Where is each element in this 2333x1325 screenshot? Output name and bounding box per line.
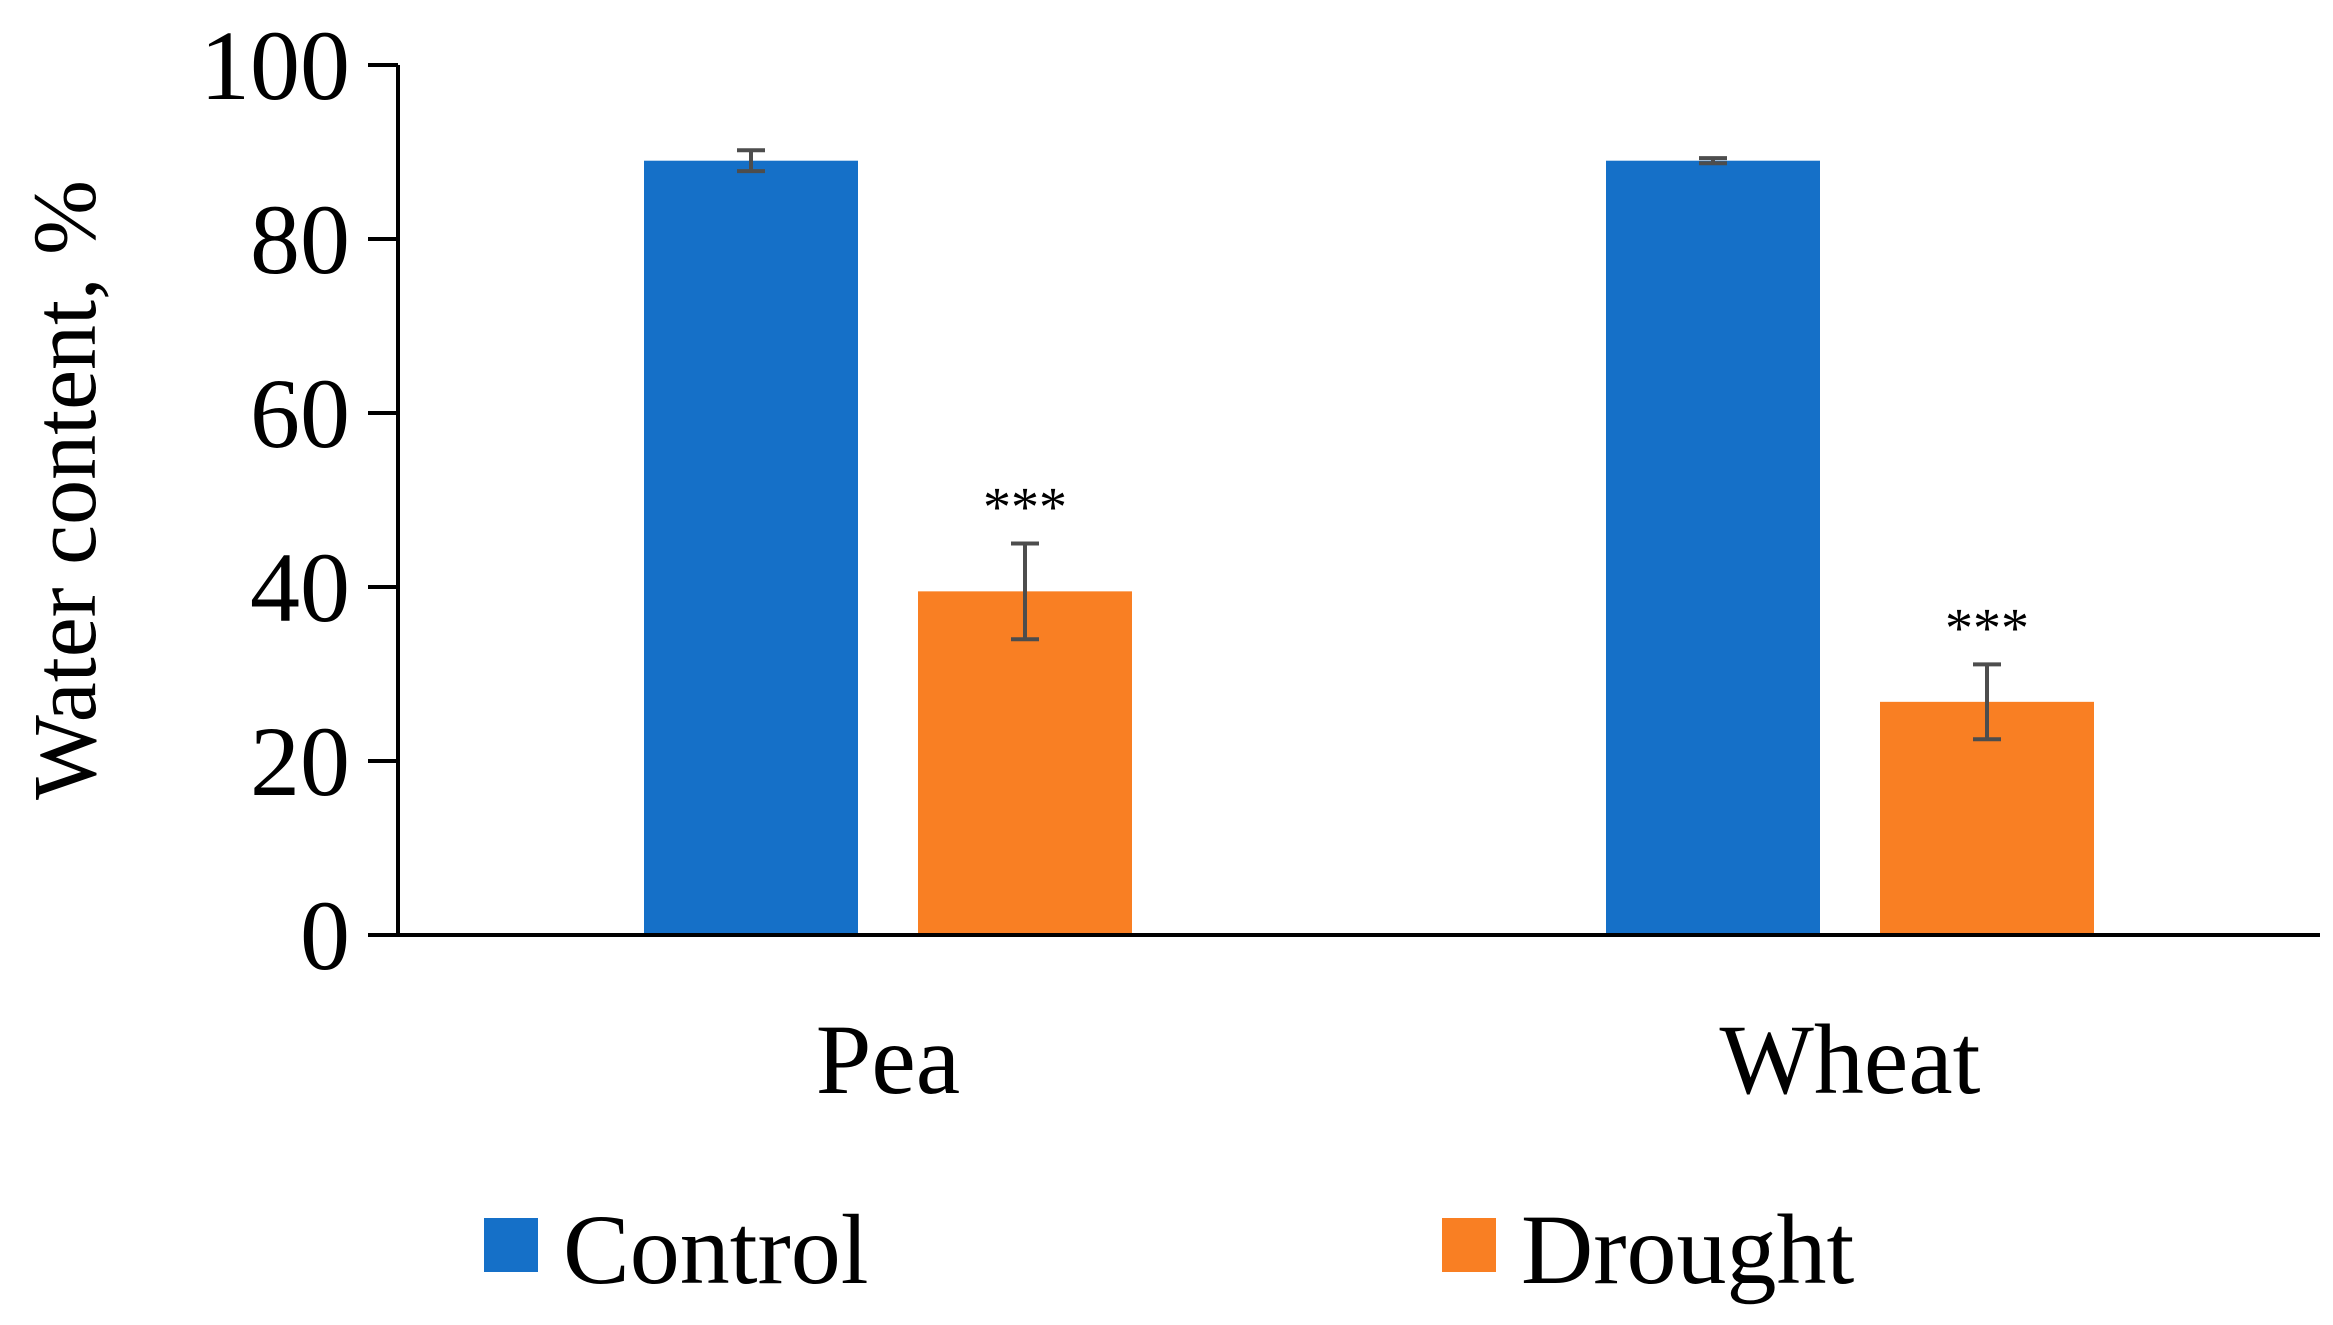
error-bar-drought-pea [1011,541,1039,642]
y-tick-label: 20 [250,706,350,817]
bar-control-pea [644,160,858,935]
error-bars [737,148,2001,742]
legend-label-control: Control [563,1194,869,1305]
x-category-label: Wheat [1720,1004,1981,1115]
legend: Control Drought [484,1194,1855,1305]
x-category-label: Pea [816,1004,960,1115]
legend-swatch-control [484,1218,538,1272]
y-tick-label: 40 [250,532,350,643]
error-bar-control-wheat [1699,156,1727,166]
y-tick-label: 80 [250,184,350,295]
significance-annotations: *** *** [983,477,2029,660]
x-axis: Pea Wheat [398,933,2320,1115]
y-tick-label: 100 [200,10,350,121]
y-axis: 0 20 40 60 80 100 Water content, % [16,10,400,991]
bar-control-wheat [1606,160,1820,935]
y-tick-label: 0 [300,880,350,991]
bars [644,160,2094,935]
legend-label-drought: Drought [1521,1194,1855,1305]
significance-label: *** [1945,597,2029,659]
error-bar-drought-wheat [1973,662,2001,742]
significance-label: *** [983,477,1067,539]
bar-drought-pea [918,591,1132,935]
legend-swatch-drought [1442,1218,1496,1272]
y-tick-label: 60 [250,358,350,469]
y-axis-title: Water content, % [16,180,115,800]
error-bar-control-pea [737,148,765,174]
